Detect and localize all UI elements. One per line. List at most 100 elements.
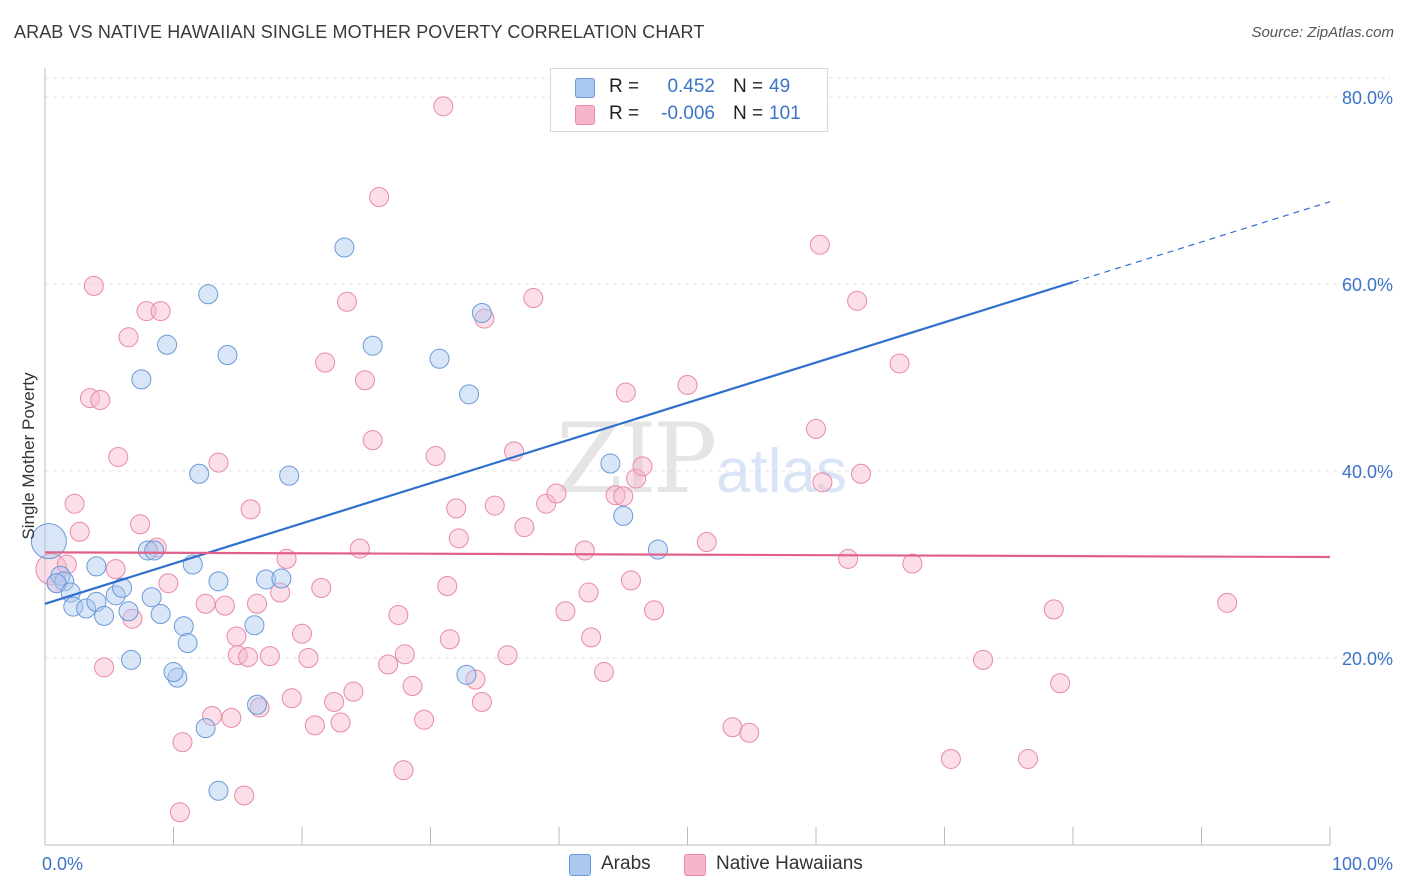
n-label: N = [733, 76, 764, 97]
hawaiian-point [105, 559, 126, 580]
arab-point [54, 571, 75, 592]
hawaiian-point [812, 472, 833, 493]
hawaiian-point [574, 540, 595, 561]
hawaiians-swatch [575, 105, 595, 125]
hawaiian-point [330, 712, 351, 733]
hawaiian-point [234, 785, 255, 806]
legend-label-hawaiians: Native Hawaiians [716, 853, 863, 874]
hawaiian-point [809, 234, 830, 255]
hawaiian-point [471, 691, 492, 712]
hawaiian-point [448, 528, 469, 549]
watermark-zip: ZIP [556, 403, 715, 515]
y-tick-label: 40.0% [1342, 462, 1393, 482]
hawaiian-point [850, 463, 871, 484]
hawaiian-point [902, 553, 923, 574]
series-legend: Arabs Native Hawaiians [0, 852, 1406, 876]
hawaiian-point [79, 388, 100, 409]
hawaiian-point [497, 645, 518, 666]
r-value: -0.006 [661, 103, 715, 124]
arab-point [613, 505, 634, 526]
r-value: 0.452 [667, 76, 715, 97]
n-value: 101 [769, 103, 801, 124]
hawaiian-point [677, 374, 698, 395]
arab-point [429, 348, 450, 369]
hawaiian-point [130, 514, 151, 535]
arab-point [157, 334, 178, 355]
hawaiian-point [615, 382, 636, 403]
hawaiian-point [514, 517, 535, 538]
y-axis-title: Single Mother Poverty [19, 372, 38, 540]
hawaiian-point [578, 582, 599, 603]
hawaiian-point [94, 657, 115, 678]
arab-point [362, 335, 383, 356]
hawaiian-point [940, 748, 961, 769]
hawaiian-point [226, 626, 247, 647]
axes [44, 68, 1331, 846]
y-tick-label: 60.0% [1342, 275, 1393, 295]
x-tick-label-max: 100.0% [1332, 854, 1393, 874]
hawaiian-point [83, 275, 104, 296]
arab-point [279, 465, 300, 486]
arabs-swatch [569, 854, 591, 876]
hawaiian-point [362, 430, 383, 451]
hawaiian-point [439, 629, 460, 650]
arab-point [150, 604, 171, 625]
hawaiian-point [484, 495, 505, 516]
axis-labels: 20.0% 40.0% 60.0% 80.0% 0.0% 100.0% Single Mot… [19, 88, 1393, 874]
hawaiian-point [1018, 748, 1039, 769]
hawaiian-point [221, 707, 242, 728]
hawaiian-point [298, 648, 319, 668]
arabs-points [30, 237, 668, 801]
arab-point [459, 384, 480, 405]
hawaiian-point [626, 468, 647, 489]
hawaiian-point [281, 688, 302, 709]
hawaiian-point [739, 722, 760, 743]
hawaiian-point [292, 623, 312, 644]
hawaiian-point [108, 446, 129, 467]
hawaiian-point [605, 485, 626, 506]
legend-row-arabs: R = 0.452 N = 49 [551, 74, 827, 100]
hawaiian-point [315, 352, 336, 373]
hawaiian-point [806, 418, 826, 439]
hawaiians-trend-line [44, 551, 1331, 559]
arab-point [600, 453, 621, 474]
hawaiian-point [304, 715, 325, 736]
n-value: 49 [769, 76, 791, 97]
arab-point [46, 573, 67, 594]
hawaiian-point [311, 577, 332, 598]
arab-point [30, 523, 67, 560]
arab-point [456, 664, 477, 685]
hawaiians-swatch [684, 854, 706, 876]
hawaiian-point [847, 290, 868, 311]
hawaiian-point [136, 301, 157, 322]
arab-point [118, 601, 139, 622]
hawaiian-point [349, 538, 370, 559]
stats-legend: R = 0.452 N = 49 R = -0.006 N = 101 [550, 68, 828, 132]
watermark-atlas: atlas [716, 437, 847, 506]
hawaiian-point [523, 288, 544, 309]
arab-point [217, 345, 238, 366]
hawaiian-point [324, 691, 345, 712]
hawaiian-point [1043, 599, 1064, 620]
arab-point [141, 587, 162, 608]
y-tick-label: 20.0% [1342, 649, 1393, 669]
hawaiian-point [56, 554, 77, 575]
hawaiian-point [227, 645, 248, 666]
y-tick-label: 80.0% [1342, 88, 1393, 108]
hawaiian-point [247, 593, 268, 614]
hawaiian-point [343, 681, 364, 702]
arab-point [137, 540, 158, 561]
hawaiian-point [402, 676, 423, 697]
arab-point [163, 662, 184, 683]
hawaiian-point [249, 697, 270, 718]
hawaiian-point [259, 646, 280, 667]
arabs-swatch [575, 78, 595, 98]
hawaiian-point [446, 498, 467, 519]
hawaiian-point [425, 446, 446, 467]
hawaiian-point [536, 493, 557, 514]
hawaiian-point [696, 532, 717, 553]
hawaiian-point [437, 576, 458, 597]
legend-row-hawaiians: R = -0.006 N = 101 [551, 101, 827, 127]
hawaiian-point [69, 521, 90, 542]
arab-point [144, 540, 165, 561]
